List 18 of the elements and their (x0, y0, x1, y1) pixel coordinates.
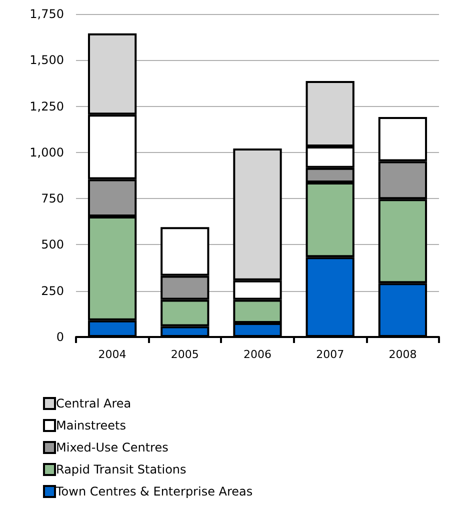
legend-label: Mixed-Use Centres (56, 440, 168, 454)
y-tick-label: 1,750 (30, 7, 64, 21)
y-tick-label: 1,250 (30, 99, 64, 114)
y-tick-label: 250 (41, 284, 64, 298)
legend-label: Central Area (56, 396, 132, 410)
y-tick-label: 0 (56, 330, 64, 344)
legend-label: Rapid Transit Stations (56, 462, 186, 476)
x-tick-label: 2005 (170, 348, 199, 361)
legend-label: Town Centres & Enterprise Areas (55, 484, 253, 498)
x-tick-label: 2004 (98, 348, 126, 361)
x-tick-label: 2007 (316, 348, 344, 361)
y-tick-label: 1,500 (30, 53, 64, 68)
y-tick-label: 500 (41, 238, 64, 252)
x-tick-label: 2006 (244, 348, 272, 361)
x-tick-label: 2008 (388, 348, 417, 361)
y-tick-label: 750 (41, 192, 64, 206)
y-tick-label: 1,000 (30, 145, 64, 160)
legend-label: Mainstreets (56, 418, 126, 432)
